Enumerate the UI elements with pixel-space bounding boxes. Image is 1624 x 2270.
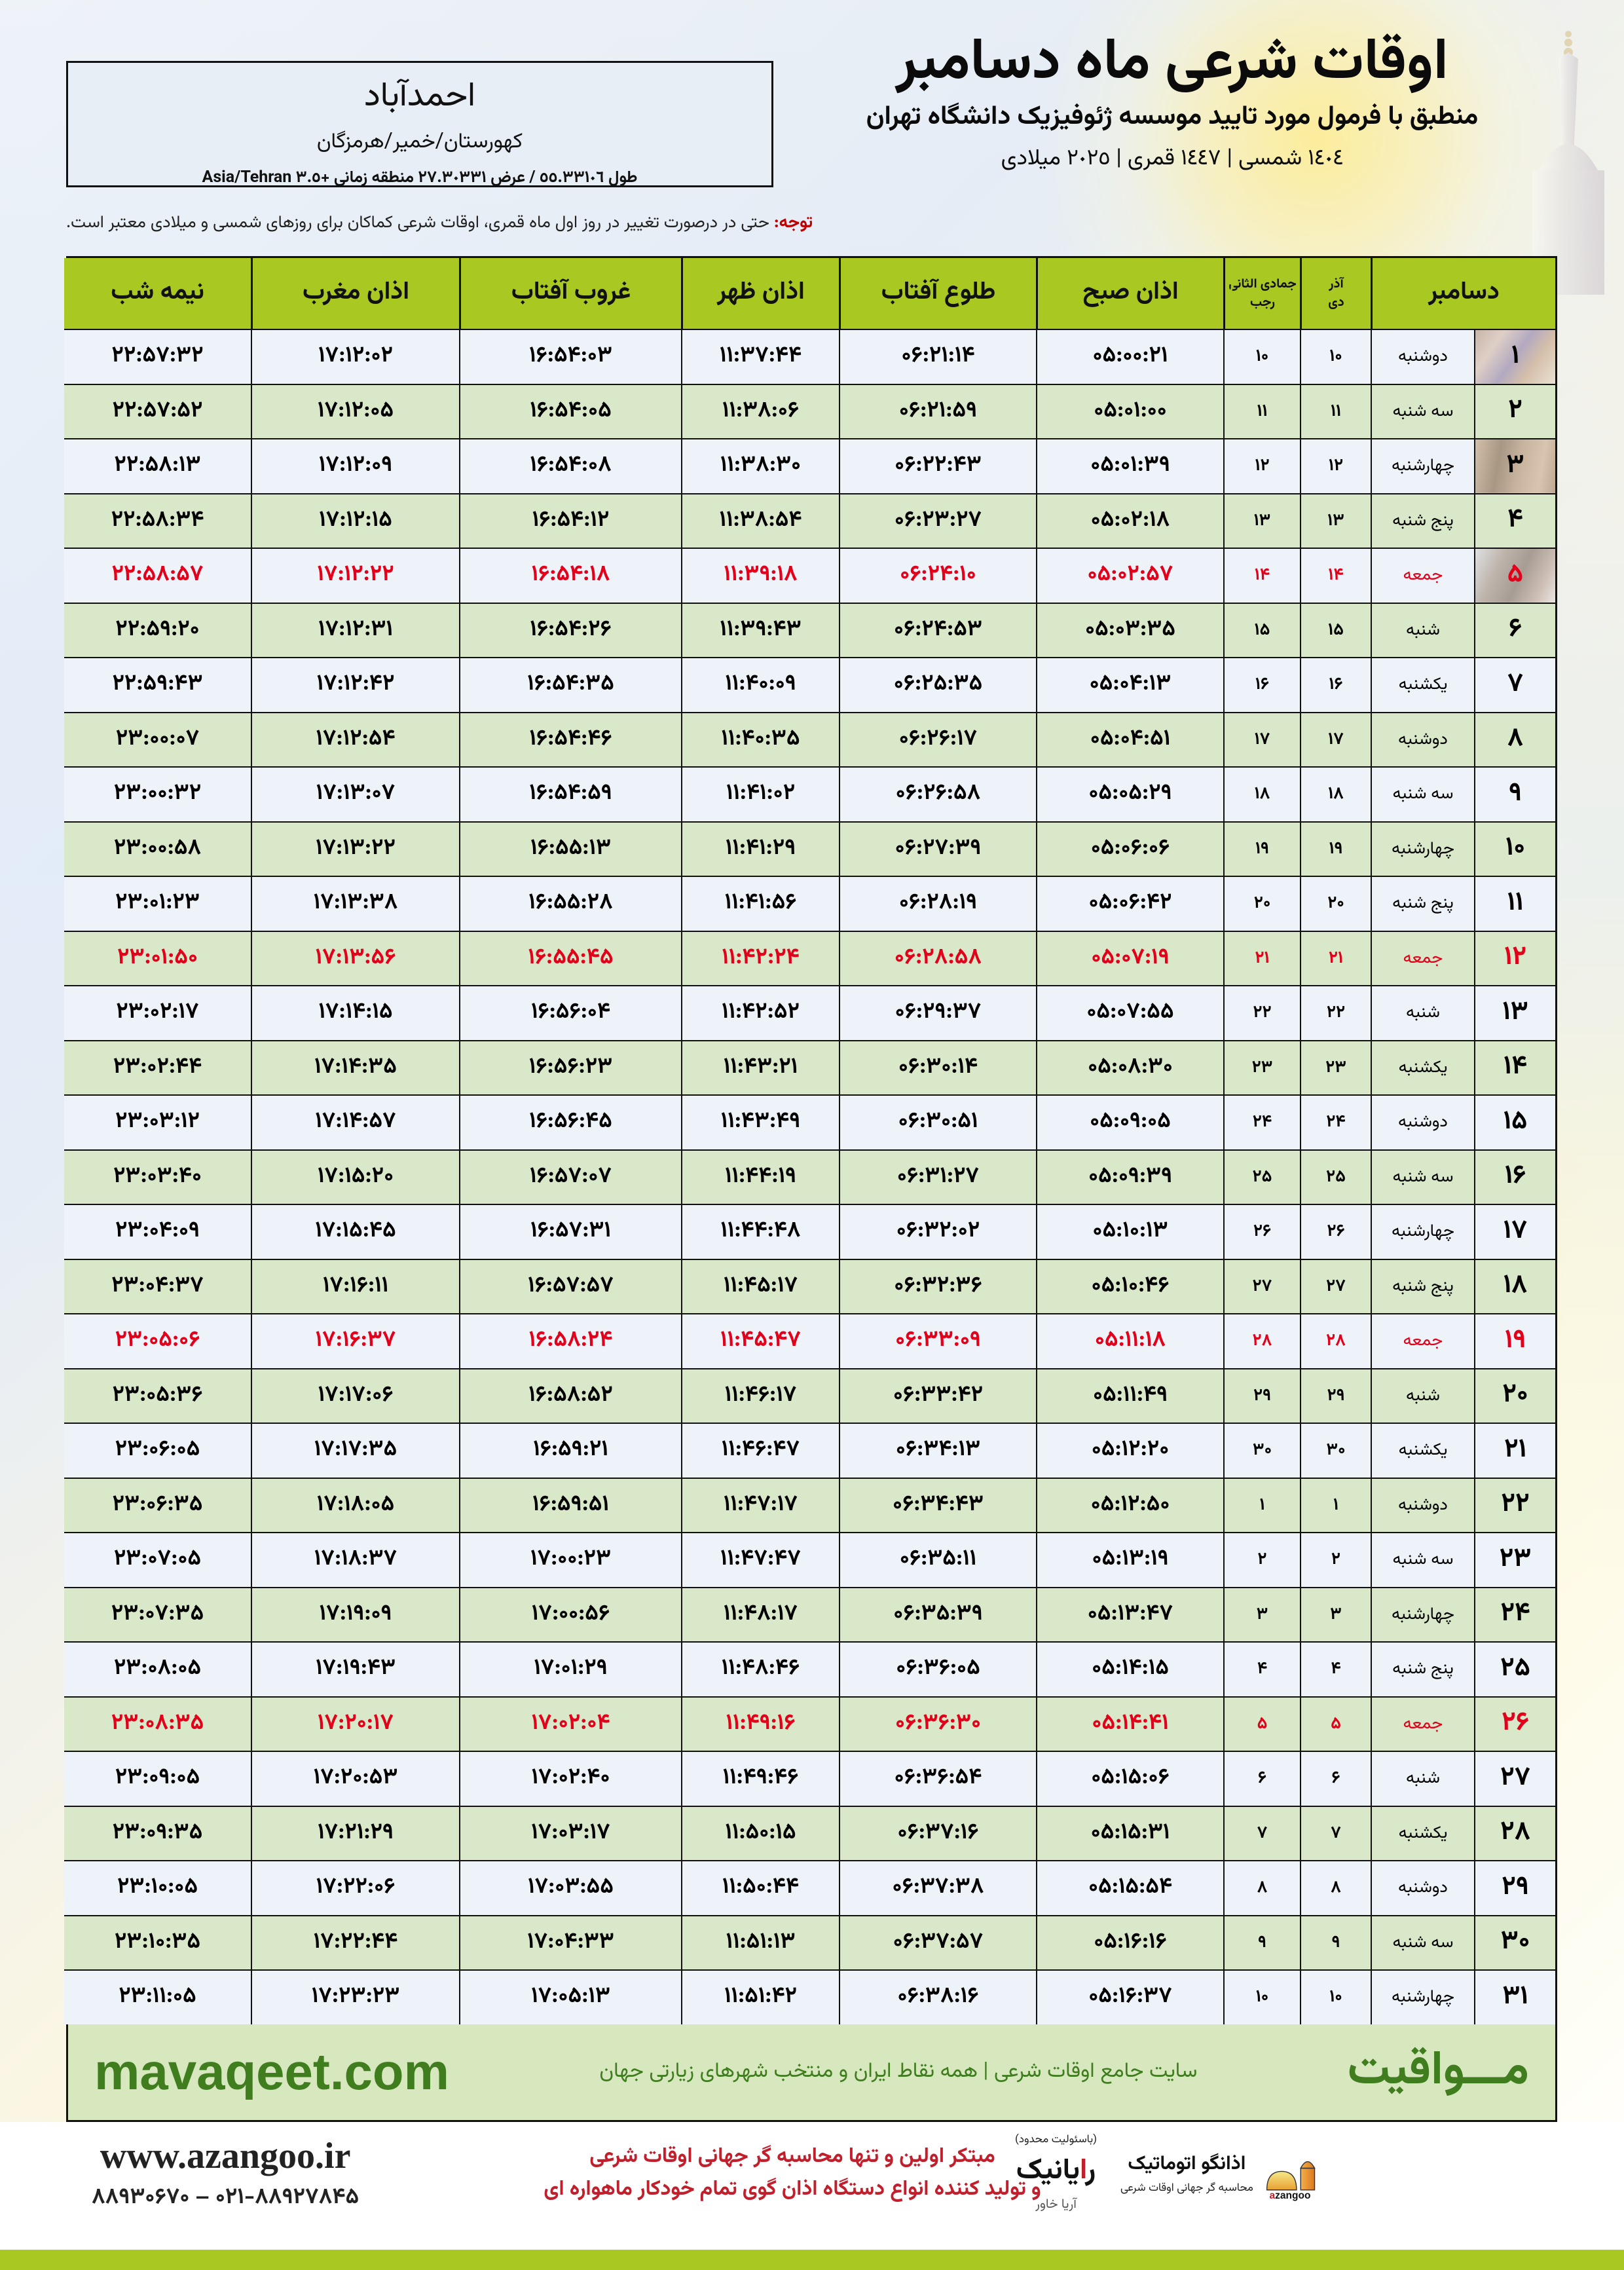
svg-text:azangoo: azangoo: [1269, 2190, 1310, 2201]
